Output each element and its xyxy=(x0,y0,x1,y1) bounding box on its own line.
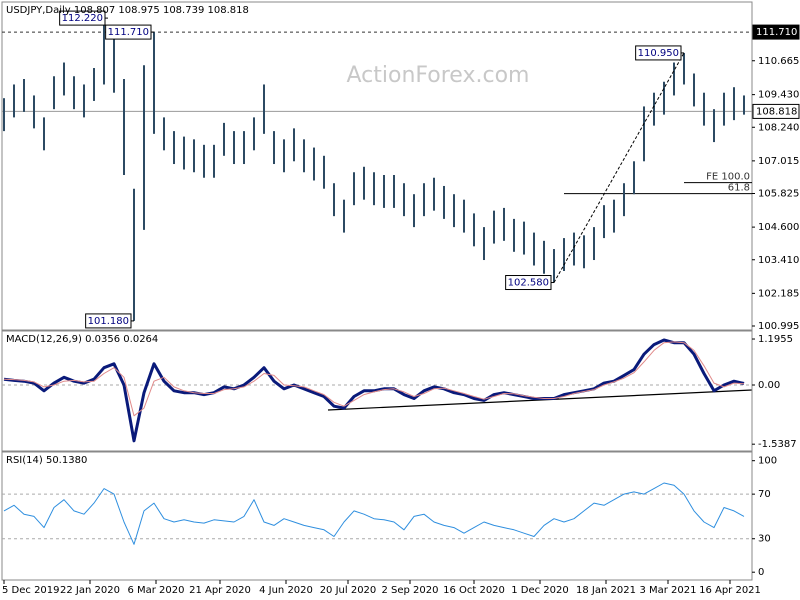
x-tick-label: 2 Sep 2020 xyxy=(381,585,438,596)
x-tick-label: 20 Jul 2020 xyxy=(320,585,377,596)
x-tick-label: 4 Jun 2020 xyxy=(259,585,313,596)
y-tick-label: 30 xyxy=(758,534,771,545)
pane-title: RSI(14) 50.1380 xyxy=(6,455,87,466)
fib-label: FE 100.0 xyxy=(706,172,750,183)
series-line xyxy=(3,338,745,443)
annotation-box xyxy=(105,24,152,40)
y-tick-label: -1.5387 xyxy=(758,439,797,450)
x-tick-label: 6 Mar 2020 xyxy=(127,585,184,596)
y-tick-label: 105.825 xyxy=(758,189,799,200)
x-tick-label: 21 Apr 2020 xyxy=(189,585,251,596)
pane-frame xyxy=(1,451,753,581)
series-line xyxy=(3,482,745,545)
annotation-box xyxy=(59,10,106,26)
trendline xyxy=(553,52,685,283)
y-tick-label: 109.430 xyxy=(758,90,799,101)
y-tick-label: 0.00 xyxy=(758,380,780,391)
y-tick-label: 103.410 xyxy=(758,255,799,266)
y-tick-label: 108.240 xyxy=(758,122,799,133)
y-tick-label: 102.185 xyxy=(758,288,799,299)
series-line xyxy=(3,341,745,417)
annotation-box xyxy=(635,45,682,61)
x-tick-label: 5 Dec 2019 xyxy=(2,585,60,596)
y-tick-label: 70 xyxy=(758,489,771,500)
pane-title: USDJPY,Daily 108.807 108.975 108.739 108… xyxy=(6,5,249,16)
fib-label: 61.8 xyxy=(728,183,750,194)
pane-frame xyxy=(1,1,753,331)
annotation-label: 112.220 xyxy=(62,13,103,24)
price-level-box xyxy=(752,24,800,40)
y-tick-label: 0 xyxy=(758,567,764,578)
annotation-box xyxy=(85,313,132,329)
pane-frame xyxy=(1,330,753,452)
price-level-label: 111.710 xyxy=(756,27,797,38)
y-tick-label: 100.995 xyxy=(758,321,799,332)
y-tick-label: 107.015 xyxy=(758,156,799,167)
price-level-label: 108.818 xyxy=(756,106,797,117)
y-tick-label: 110.665 xyxy=(758,56,799,67)
annotation-label: 110.950 xyxy=(638,48,679,59)
annotation-label: 102.580 xyxy=(508,278,549,289)
x-tick-label: 3 Mar 2021 xyxy=(639,585,696,596)
x-tick-label: 16 Apr 2021 xyxy=(699,585,761,596)
annotation-label: 111.710 xyxy=(108,27,149,38)
y-tick-label: 1.1955 xyxy=(758,334,793,345)
x-tick-label: 22 Jan 2020 xyxy=(60,585,120,596)
y-tick-label: 104.600 xyxy=(758,222,799,233)
x-tick-label: 1 Dec 2020 xyxy=(511,585,569,596)
x-tick-label: 18 Jan 2021 xyxy=(576,585,636,596)
annotation-label: 101.180 xyxy=(88,316,129,327)
annotation-box xyxy=(505,275,552,291)
y-tick-label: 100 xyxy=(758,456,777,467)
watermark: ActionForex.com xyxy=(347,63,530,88)
pane-title: MACD(12,26,9) 0.0356 0.0264 xyxy=(6,334,158,345)
x-tick-label: 16 Oct 2020 xyxy=(443,585,505,596)
price-level-box xyxy=(752,103,800,119)
